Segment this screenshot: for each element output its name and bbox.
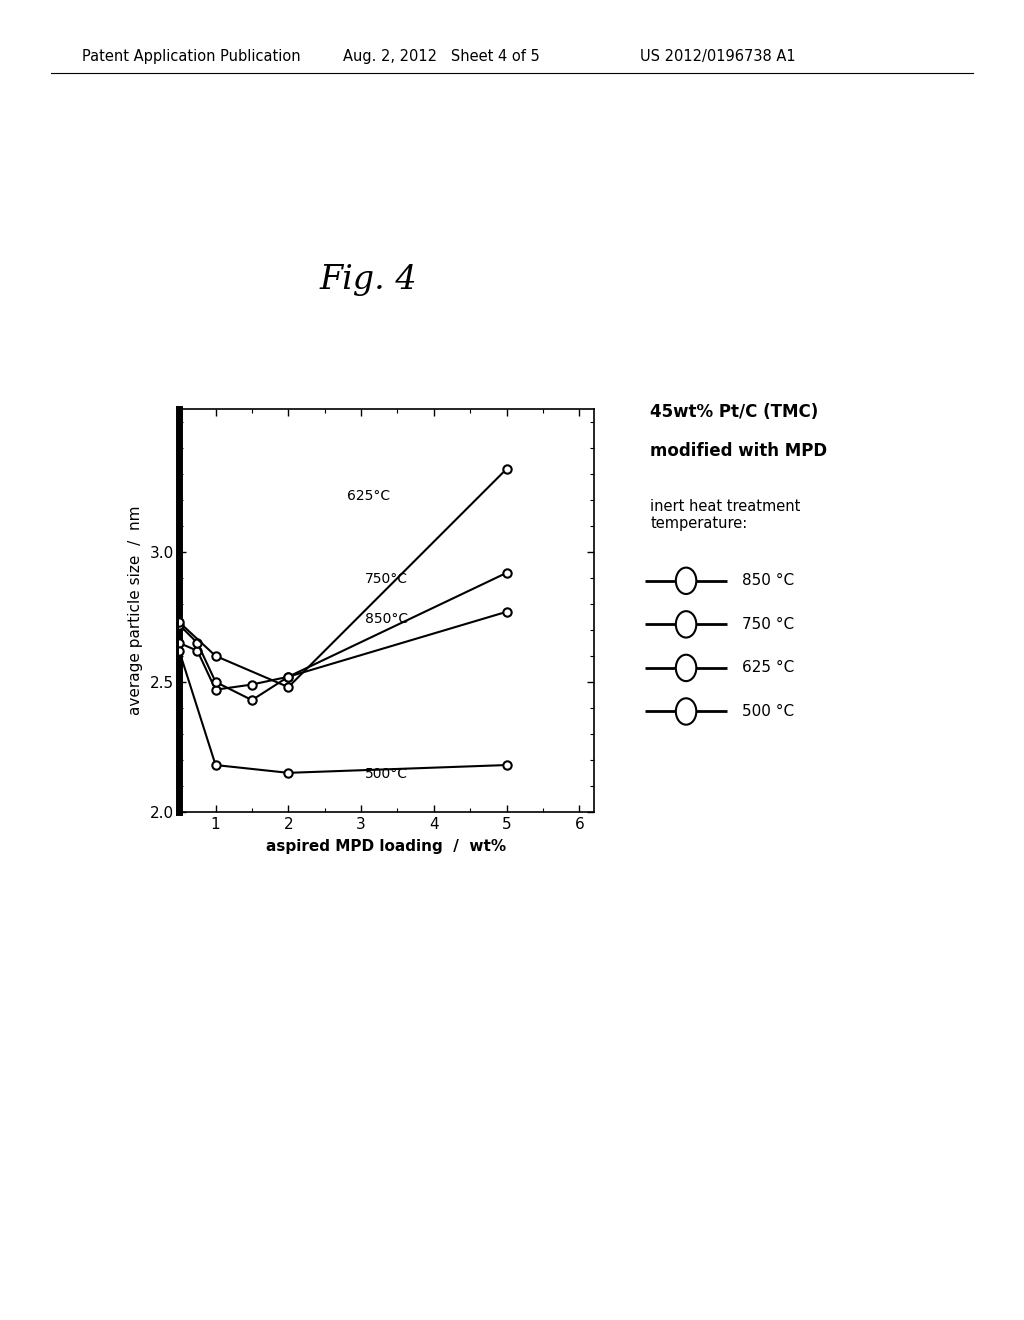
Text: 625 °C: 625 °C xyxy=(742,660,795,676)
Text: modified with MPD: modified with MPD xyxy=(650,442,827,461)
Y-axis label: average particle size  /  nm: average particle size / nm xyxy=(128,506,143,715)
Text: inert heat treatment
temperature:: inert heat treatment temperature: xyxy=(650,499,801,532)
Text: 750 °C: 750 °C xyxy=(742,616,795,632)
Text: 500 °C: 500 °C xyxy=(742,704,795,719)
Text: 45wt% Pt/C (TMC): 45wt% Pt/C (TMC) xyxy=(650,403,818,421)
Text: US 2012/0196738 A1: US 2012/0196738 A1 xyxy=(640,49,796,63)
X-axis label: aspired MPD loading  /  wt%: aspired MPD loading / wt% xyxy=(266,838,507,854)
Text: Fig. 4: Fig. 4 xyxy=(319,264,418,296)
Text: 500°C: 500°C xyxy=(365,767,408,781)
Text: Aug. 2, 2012   Sheet 4 of 5: Aug. 2, 2012 Sheet 4 of 5 xyxy=(343,49,540,63)
Text: 625°C: 625°C xyxy=(346,490,390,503)
Text: 850 °C: 850 °C xyxy=(742,573,795,589)
Text: Patent Application Publication: Patent Application Publication xyxy=(82,49,301,63)
Text: 850°C: 850°C xyxy=(365,612,408,627)
Text: 750°C: 750°C xyxy=(365,573,408,586)
